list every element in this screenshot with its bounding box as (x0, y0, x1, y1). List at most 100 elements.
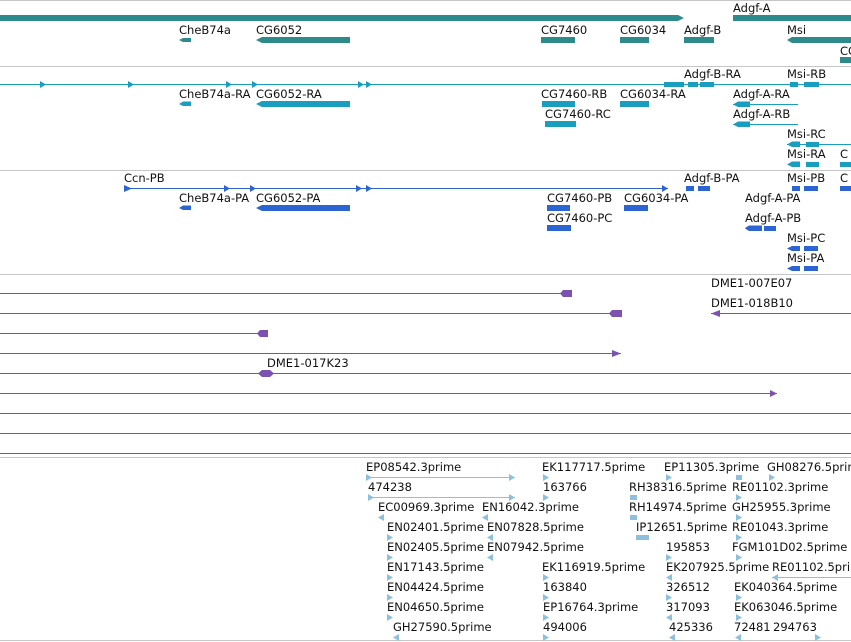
est-label[interactable]: EK117717.5prime (542, 460, 645, 474)
protein-exon[interactable] (787, 246, 800, 251)
est-label[interactable]: GH25955.3prime (732, 500, 831, 514)
est-marker[interactable] (366, 474, 372, 481)
transcript-label[interactable]: Msi-RC (787, 127, 826, 141)
protein-label[interactable]: CG7460-PC (547, 211, 612, 225)
protein-label[interactable]: Ccn-PB (124, 171, 165, 185)
est-label[interactable]: 425336 (669, 620, 713, 634)
est-marker[interactable] (815, 634, 821, 641)
clone-end-marker[interactable] (612, 350, 621, 357)
est-marker[interactable] (387, 574, 393, 581)
clone-end-marker[interactable] (609, 310, 622, 317)
protein-exon[interactable] (662, 185, 668, 192)
protein-label[interactable]: Adgf-B-PA (684, 171, 740, 185)
est-marker[interactable] (543, 614, 549, 621)
est-marker[interactable] (666, 474, 672, 481)
transcript-exon[interactable] (806, 142, 819, 147)
est-label[interactable]: 72481 (734, 620, 771, 634)
est-label[interactable]: EN02401.5prime (387, 520, 484, 534)
transcript-exon[interactable] (252, 81, 258, 88)
est-marker[interactable] (509, 474, 515, 481)
est-label[interactable]: 317093 (666, 600, 710, 614)
est-label[interactable]: EK063046.5prime (734, 600, 837, 614)
est-marker[interactable] (387, 534, 393, 541)
transcript-label[interactable]: Msi-RB (787, 67, 826, 81)
clone-end-marker[interactable] (711, 310, 720, 317)
est-label[interactable]: 474238 (368, 480, 412, 494)
est-marker[interactable] (666, 574, 672, 581)
est-label[interactable]: EN02405.5prime (387, 540, 484, 554)
est-marker[interactable] (378, 514, 384, 521)
est-marker[interactable] (393, 634, 399, 641)
gene-feature[interactable] (684, 37, 714, 43)
est-label[interactable]: GH27590.5prime (393, 620, 492, 634)
transcript-label[interactable]: CG7460-RB (541, 87, 607, 101)
protein-exon[interactable] (840, 186, 851, 191)
transcript-exon[interactable] (256, 101, 350, 107)
est-marker[interactable] (736, 594, 742, 601)
transcript-exon[interactable] (688, 82, 698, 87)
protein-exon[interactable] (366, 185, 372, 192)
est-marker[interactable] (636, 535, 649, 540)
est-label[interactable]: EK040364.5prime (734, 580, 837, 594)
gene-feature[interactable] (733, 15, 851, 21)
protein-label[interactable]: Adgf-A-PA (745, 191, 801, 205)
protein-label[interactable]: Msi-PB (787, 171, 825, 185)
est-label[interactable]: EC00969.3prime (378, 500, 474, 514)
gene-label[interactable]: Msi (787, 23, 806, 37)
est-marker[interactable] (666, 594, 672, 601)
transcript-label[interactable]: CG6034-RA (620, 87, 686, 101)
protein-exon[interactable] (250, 185, 256, 192)
est-marker[interactable] (387, 554, 393, 561)
est-label[interactable]: 163766 (543, 480, 587, 494)
gene-feature[interactable] (179, 38, 191, 42)
gene-feature[interactable] (620, 37, 649, 43)
clone-end-marker[interactable] (560, 290, 572, 297)
est-marker[interactable] (630, 515, 637, 520)
est-marker[interactable] (487, 554, 493, 561)
protein-exon[interactable] (686, 186, 694, 191)
gene-label[interactable]: CG7460 (541, 23, 587, 37)
est-marker[interactable] (736, 534, 742, 541)
est-marker[interactable] (669, 634, 675, 641)
gene-feature[interactable] (840, 57, 851, 63)
gene-feature[interactable] (787, 37, 851, 43)
est-marker[interactable] (736, 614, 742, 621)
transcript-exon[interactable] (804, 82, 819, 87)
est-marker[interactable] (387, 594, 393, 601)
transcript-exon[interactable] (545, 121, 576, 127)
est-label[interactable]: EP11305.3prime (664, 460, 759, 474)
est-label[interactable]: 326512 (666, 580, 710, 594)
protein-label[interactable]: CG6034-PA (624, 191, 689, 205)
transcript-exon[interactable] (620, 101, 649, 107)
est-label[interactable]: EN04424.5prime (387, 580, 484, 594)
est-label[interactable]: GH08276.5prime (767, 460, 851, 474)
est-marker[interactable] (543, 634, 549, 641)
clone-label[interactable]: DME1-018B10 (711, 296, 793, 310)
gene-label[interactable]: CheB74a (179, 23, 231, 37)
transcript-label[interactable]: Adgf-A-RB (733, 107, 790, 121)
protein-label[interactable]: Adgf-A-PB (745, 211, 801, 225)
transcript-label[interactable]: C (840, 147, 848, 161)
est-marker[interactable] (509, 494, 515, 501)
est-marker[interactable] (736, 494, 742, 501)
clone-end-marker[interactable] (257, 330, 268, 337)
protein-exon[interactable] (698, 186, 710, 191)
transcript-exon[interactable] (179, 101, 191, 107)
gene-feature[interactable] (256, 37, 350, 43)
protein-exon[interactable] (804, 246, 818, 251)
est-marker[interactable] (736, 514, 742, 521)
protein-exon[interactable] (224, 185, 230, 192)
clone-label[interactable]: DME1-017K23 (267, 356, 349, 370)
est-marker[interactable] (735, 634, 741, 641)
protein-label[interactable]: CG6052-PA (256, 191, 321, 205)
est-label[interactable]: 195853 (666, 540, 710, 554)
est-marker[interactable] (736, 554, 742, 561)
est-label[interactable]: FGM101D02.5prime (732, 540, 847, 554)
transcript-exon[interactable] (128, 81, 134, 88)
protein-exon[interactable] (179, 205, 191, 211)
protein-exon[interactable] (787, 266, 800, 271)
est-label[interactable]: RE01102.3prime (732, 480, 828, 494)
protein-label[interactable]: Msi-PC (787, 231, 825, 245)
est-label[interactable]: RH14974.5prime (629, 500, 727, 514)
